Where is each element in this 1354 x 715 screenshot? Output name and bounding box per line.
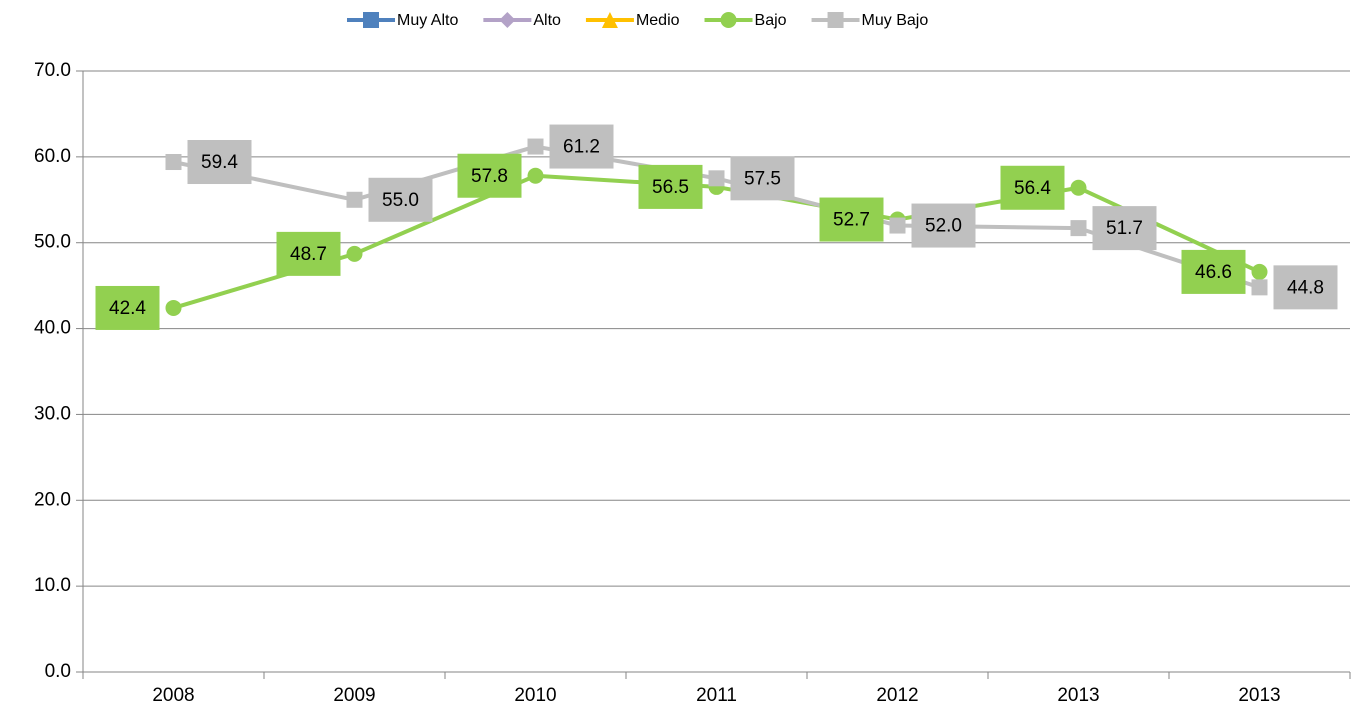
data-label-box — [819, 197, 884, 242]
data-label-box — [187, 140, 252, 185]
y-tick-label: 50.0 — [34, 232, 71, 253]
x-tick-label: 2010 — [514, 685, 556, 706]
x-tick-label: 2012 — [876, 685, 918, 706]
data-label: 52.7 — [833, 210, 870, 231]
point — [165, 154, 182, 171]
data-label: 46.6 — [1195, 262, 1232, 283]
point — [165, 299, 182, 316]
x-tick-label: 2008 — [152, 685, 194, 706]
legend-label: Muy Alto — [397, 12, 458, 29]
data-label-box — [368, 177, 433, 222]
y-tick-label: 40.0 — [34, 318, 71, 339]
x-tick-label: 2013 — [1057, 685, 1099, 706]
y-tick-label: 70.0 — [34, 60, 71, 81]
point — [1070, 220, 1087, 237]
data-label-box — [1273, 265, 1338, 310]
data-label: 57.8 — [471, 166, 508, 187]
legend-marker — [363, 12, 379, 28]
legend-label: Muy Bajo — [862, 12, 929, 29]
data-label: 48.7 — [290, 244, 327, 265]
data-label-box — [638, 164, 703, 209]
data-label: 44.8 — [1287, 277, 1324, 298]
data-label: 57.5 — [744, 168, 781, 189]
legend-marker — [720, 12, 737, 28]
legend: Muy Alto Alto Medio Bajo Muy Bajo — [347, 12, 928, 29]
x-tick-label: 2011 — [696, 685, 737, 706]
data-label-box — [457, 153, 522, 198]
legend-label: Alto — [533, 12, 561, 29]
data-label: 55.0 — [382, 190, 419, 211]
data-label: 56.4 — [1014, 178, 1051, 199]
legend-marker — [601, 12, 618, 28]
point — [346, 245, 363, 262]
point — [889, 217, 906, 234]
point — [708, 170, 725, 187]
y-tick-label: 20.0 — [34, 489, 71, 510]
y-tick-label: 30.0 — [34, 403, 71, 424]
point — [1070, 179, 1087, 196]
data-label-box — [1092, 206, 1157, 251]
data-label-box — [911, 203, 976, 248]
legend-marker — [499, 12, 516, 28]
data-label-box — [1000, 165, 1065, 210]
data-label: 59.4 — [201, 152, 238, 173]
legend-label: Medio — [636, 12, 680, 29]
point — [346, 191, 363, 208]
data-label-box — [549, 124, 614, 169]
legend-label: Bajo — [755, 12, 787, 29]
data-label: 42.4 — [109, 298, 146, 319]
data-label-box — [276, 231, 341, 276]
data-label: 51.7 — [1106, 218, 1143, 239]
y-tick-label: 10.0 — [34, 575, 71, 596]
point — [1251, 279, 1268, 296]
data-label-box — [1181, 249, 1246, 294]
point — [1251, 263, 1268, 280]
data-label-box — [95, 285, 160, 330]
y-tick-label: 0.0 — [45, 661, 71, 682]
legend-marker — [827, 12, 844, 28]
point — [527, 167, 544, 184]
data-label-box — [730, 156, 795, 201]
data-label: 52.0 — [925, 216, 962, 237]
x-tick-label: 2009 — [333, 685, 375, 706]
data-label: 61.2 — [563, 137, 600, 158]
data-label: 56.5 — [652, 177, 689, 198]
y-tick-label: 60.0 — [34, 146, 71, 167]
point — [527, 138, 544, 155]
x-tick-label: 2013 — [1238, 685, 1280, 706]
